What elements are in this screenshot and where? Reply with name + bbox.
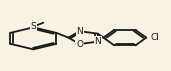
Text: N: N — [76, 27, 83, 36]
Text: S: S — [30, 22, 36, 31]
Text: Cl: Cl — [150, 33, 159, 42]
Text: N: N — [94, 37, 101, 46]
Text: O: O — [76, 40, 83, 49]
